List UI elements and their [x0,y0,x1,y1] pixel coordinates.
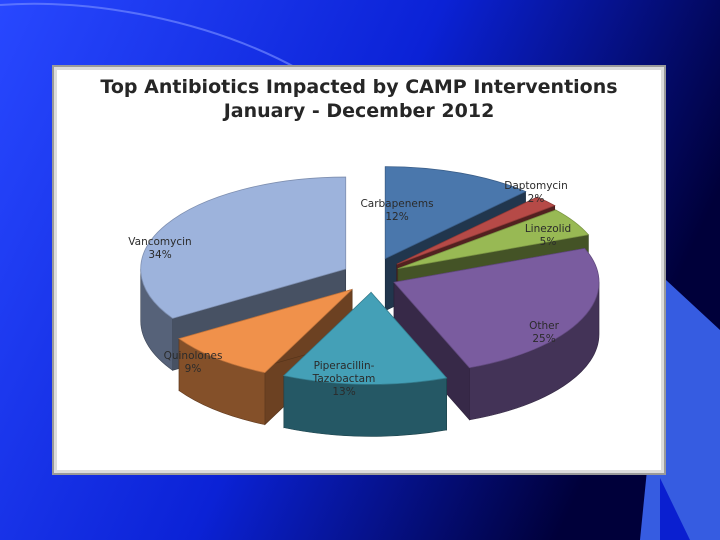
chart-frame: Top Antibiotics Impacted by CAMP Interve… [52,65,666,475]
pie-slice-piperacillin-tazobactam [283,291,448,437]
slice-name-daptomycin: Daptomycin [504,180,568,192]
slice-name-piperacillin-tazobactam: Piperacillin- [314,360,375,372]
slice-percent-daptomycin: 2% [528,193,545,205]
slice-label-linezolid: Linezolid 5% [525,223,571,248]
slice-percent-piperacillin-tazobactam: 13% [332,386,355,398]
slice-name-linezolid: Linezolid [525,223,571,235]
pie-slice-top-piperacillin-tazobactam [283,291,448,385]
slice-name-piperacillin-tazobactam: Tazobactam [312,373,376,385]
pie-slice-top-other [393,247,600,369]
pie-slice-top-vancomycin [140,176,347,319]
slice-label-vancomycin: Vancomycin 34% [128,236,191,261]
chart-title-line1: Top Antibiotics Impacted by CAMP Interve… [100,76,618,98]
slice-label-daptomycin: Daptomycin 2% [504,180,568,205]
slice-name-other: Other [529,320,559,332]
slice-label-carbapenems: Carbapenems 12% [360,198,433,223]
pie-slice-top-carbapenems [384,166,527,260]
pie-slice-top-quinolones [178,288,353,374]
pie-slice-other [393,247,600,421]
slice-percent-other: 25% [532,333,555,345]
slice-label-piperacillin-tazobactam: Piperacillin-Tazobactam 13% [312,360,376,398]
slice-name-carbapenems: Carbapenems [360,198,433,210]
slice-name-vancomycin: Vancomycin [128,236,191,248]
pie-chart: Carbapenems 12% Daptomycin 2% Linezolid 5% Oth… [128,166,600,437]
slice-label-quinolones: Quinolones 9% [164,350,223,375]
slice-percent-quinolones: 9% [185,363,202,375]
slice-percent-vancomycin: 34% [148,249,171,261]
pie-slice-top-daptomycin [396,196,556,265]
slice-percent-linezolid: 5% [540,236,557,248]
slice-name-quinolones: Quinolones [164,350,223,362]
slice-label-other: Other 25% [529,320,559,345]
chart-title: Top Antibiotics Impacted by CAMP Interve… [54,75,664,123]
pie-slice-top-linezolid [397,209,590,269]
chart-subtitle: January - December 2012 [223,100,495,122]
slice-percent-carbapenems: 12% [385,211,408,223]
